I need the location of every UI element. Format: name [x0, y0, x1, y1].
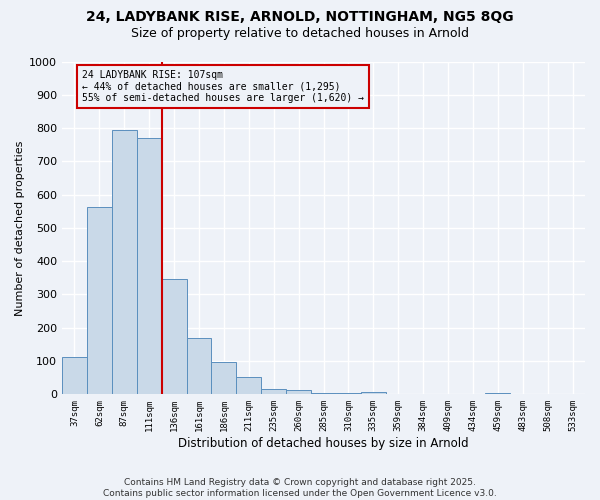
Bar — [137, 138, 161, 394]
Bar — [112, 130, 137, 394]
Text: Contains HM Land Registry data © Crown copyright and database right 2025.
Contai: Contains HM Land Registry data © Crown c… — [103, 478, 497, 498]
Text: Size of property relative to detached houses in Arnold: Size of property relative to detached ho… — [131, 28, 469, 40]
Text: 24, LADYBANK RISE, ARNOLD, NOTTINGHAM, NG5 8QG: 24, LADYBANK RISE, ARNOLD, NOTTINGHAM, N… — [86, 10, 514, 24]
X-axis label: Distribution of detached houses by size in Arnold: Distribution of detached houses by size … — [178, 437, 469, 450]
Bar — [211, 362, 236, 394]
Y-axis label: Number of detached properties: Number of detached properties — [15, 140, 25, 316]
Bar — [87, 208, 112, 394]
Bar — [62, 357, 87, 395]
Text: 24 LADYBANK RISE: 107sqm
← 44% of detached houses are smaller (1,295)
55% of sem: 24 LADYBANK RISE: 107sqm ← 44% of detach… — [82, 70, 364, 103]
Bar — [161, 278, 187, 394]
Bar — [261, 389, 286, 394]
Bar — [187, 338, 211, 394]
Bar — [311, 392, 336, 394]
Bar — [286, 390, 311, 394]
Bar — [236, 377, 261, 394]
Bar — [361, 392, 386, 394]
Bar — [336, 392, 361, 394]
